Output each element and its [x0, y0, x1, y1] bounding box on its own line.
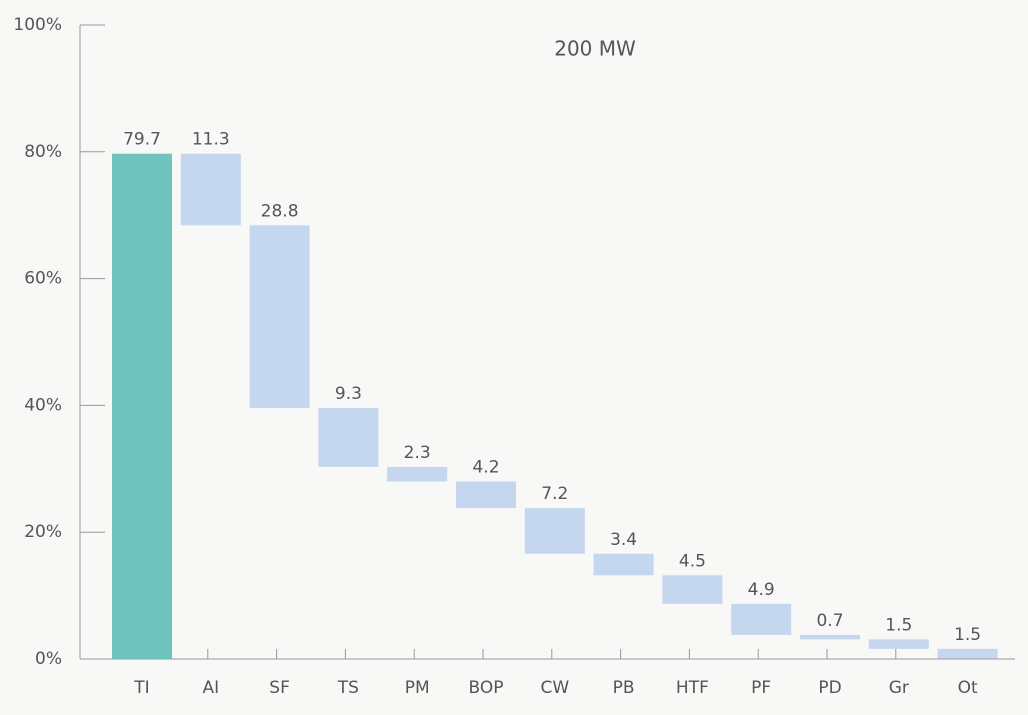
y-tick-label: 60%: [24, 269, 62, 289]
x-tick-label: Ot: [958, 678, 978, 698]
value-label: 4.2: [472, 457, 499, 477]
value-label: 2.3: [404, 443, 431, 463]
y-tick-label: 100%: [13, 15, 62, 35]
bar: [593, 553, 654, 576]
chart-title: 200 MW: [554, 37, 636, 61]
y-tick-label: 0%: [35, 649, 62, 669]
value-label: 79.7: [123, 130, 161, 150]
x-tick-label: TI: [133, 678, 149, 698]
value-label: 1.5: [954, 625, 981, 645]
bar: [662, 575, 723, 604]
value-label: 11.3: [192, 130, 230, 150]
x-tick-label: TS: [337, 678, 359, 698]
bar: [318, 407, 379, 467]
y-tick-label: 20%: [24, 522, 62, 542]
x-tick-label: PB: [613, 678, 635, 698]
value-label: 1.5: [885, 615, 912, 635]
value-label: 28.8: [261, 201, 299, 221]
x-tick-label: SF: [269, 678, 290, 698]
bar: [731, 603, 792, 635]
bar: [868, 639, 929, 649]
x-tick-label: PF: [751, 678, 771, 698]
value-label: 4.9: [748, 580, 775, 600]
x-tick-label: CW: [540, 678, 569, 698]
value-label: 0.7: [816, 611, 843, 631]
bar: [387, 466, 448, 482]
x-tick-label: BOP: [469, 678, 504, 698]
y-tick-label: 40%: [24, 395, 62, 415]
value-label: 9.3: [335, 384, 362, 404]
bar: [456, 481, 516, 509]
x-tick-label: HTF: [676, 678, 709, 698]
bar: [180, 153, 241, 226]
value-label: 4.5: [679, 551, 706, 571]
x-tick-label: PM: [405, 678, 430, 698]
bar: [937, 648, 998, 659]
x-tick-label: PD: [818, 678, 841, 698]
value-label: 3.4: [610, 530, 637, 550]
bar: [800, 634, 860, 640]
y-tick-label: 80%: [24, 142, 62, 162]
bar: [524, 508, 585, 554]
x-tick-label: Gr: [889, 678, 909, 698]
bar: [112, 153, 172, 659]
value-label: 7.2: [541, 484, 568, 504]
x-tick-label: AI: [202, 678, 219, 698]
bar: [249, 225, 310, 408]
